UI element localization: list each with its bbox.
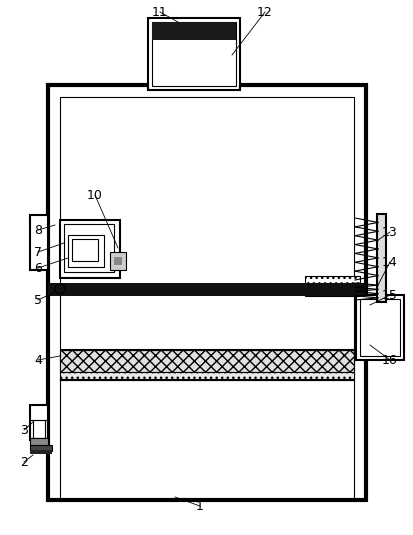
Text: 3: 3 [20, 424, 28, 437]
Bar [304, 276, 359, 296]
Bar [30, 445, 52, 451]
Bar [152, 22, 235, 86]
Bar [147, 18, 240, 90]
Bar [30, 438, 48, 446]
Bar [114, 257, 122, 265]
Text: 12: 12 [256, 5, 272, 19]
Bar [30, 450, 52, 454]
Text: 4: 4 [34, 354, 42, 366]
Text: 11: 11 [152, 5, 167, 19]
Bar [64, 224, 114, 272]
Bar [48, 85, 365, 500]
Bar [30, 215, 48, 270]
Bar [48, 283, 365, 296]
Text: 16: 16 [381, 354, 397, 366]
Text: 7: 7 [34, 246, 42, 258]
Bar [355, 295, 403, 360]
Text: 15: 15 [381, 288, 397, 302]
Bar [68, 235, 104, 267]
Text: 10: 10 [87, 188, 103, 202]
Text: 6: 6 [34, 262, 42, 274]
Text: 13: 13 [381, 225, 397, 239]
Bar [304, 276, 359, 296]
Bar [30, 405, 48, 440]
Bar [60, 350, 353, 372]
Bar [60, 220, 120, 278]
Bar [376, 214, 385, 302]
Bar [33, 420, 45, 438]
Text: 1: 1 [196, 500, 204, 513]
Text: 14: 14 [381, 256, 397, 269]
Bar [152, 22, 235, 40]
Bar [72, 239, 98, 261]
Bar [359, 299, 399, 356]
Text: 5: 5 [34, 294, 42, 307]
Text: 8: 8 [34, 224, 42, 236]
Text: 2: 2 [20, 455, 28, 469]
Bar [60, 372, 353, 380]
Bar [110, 252, 126, 270]
Bar [60, 97, 353, 500]
